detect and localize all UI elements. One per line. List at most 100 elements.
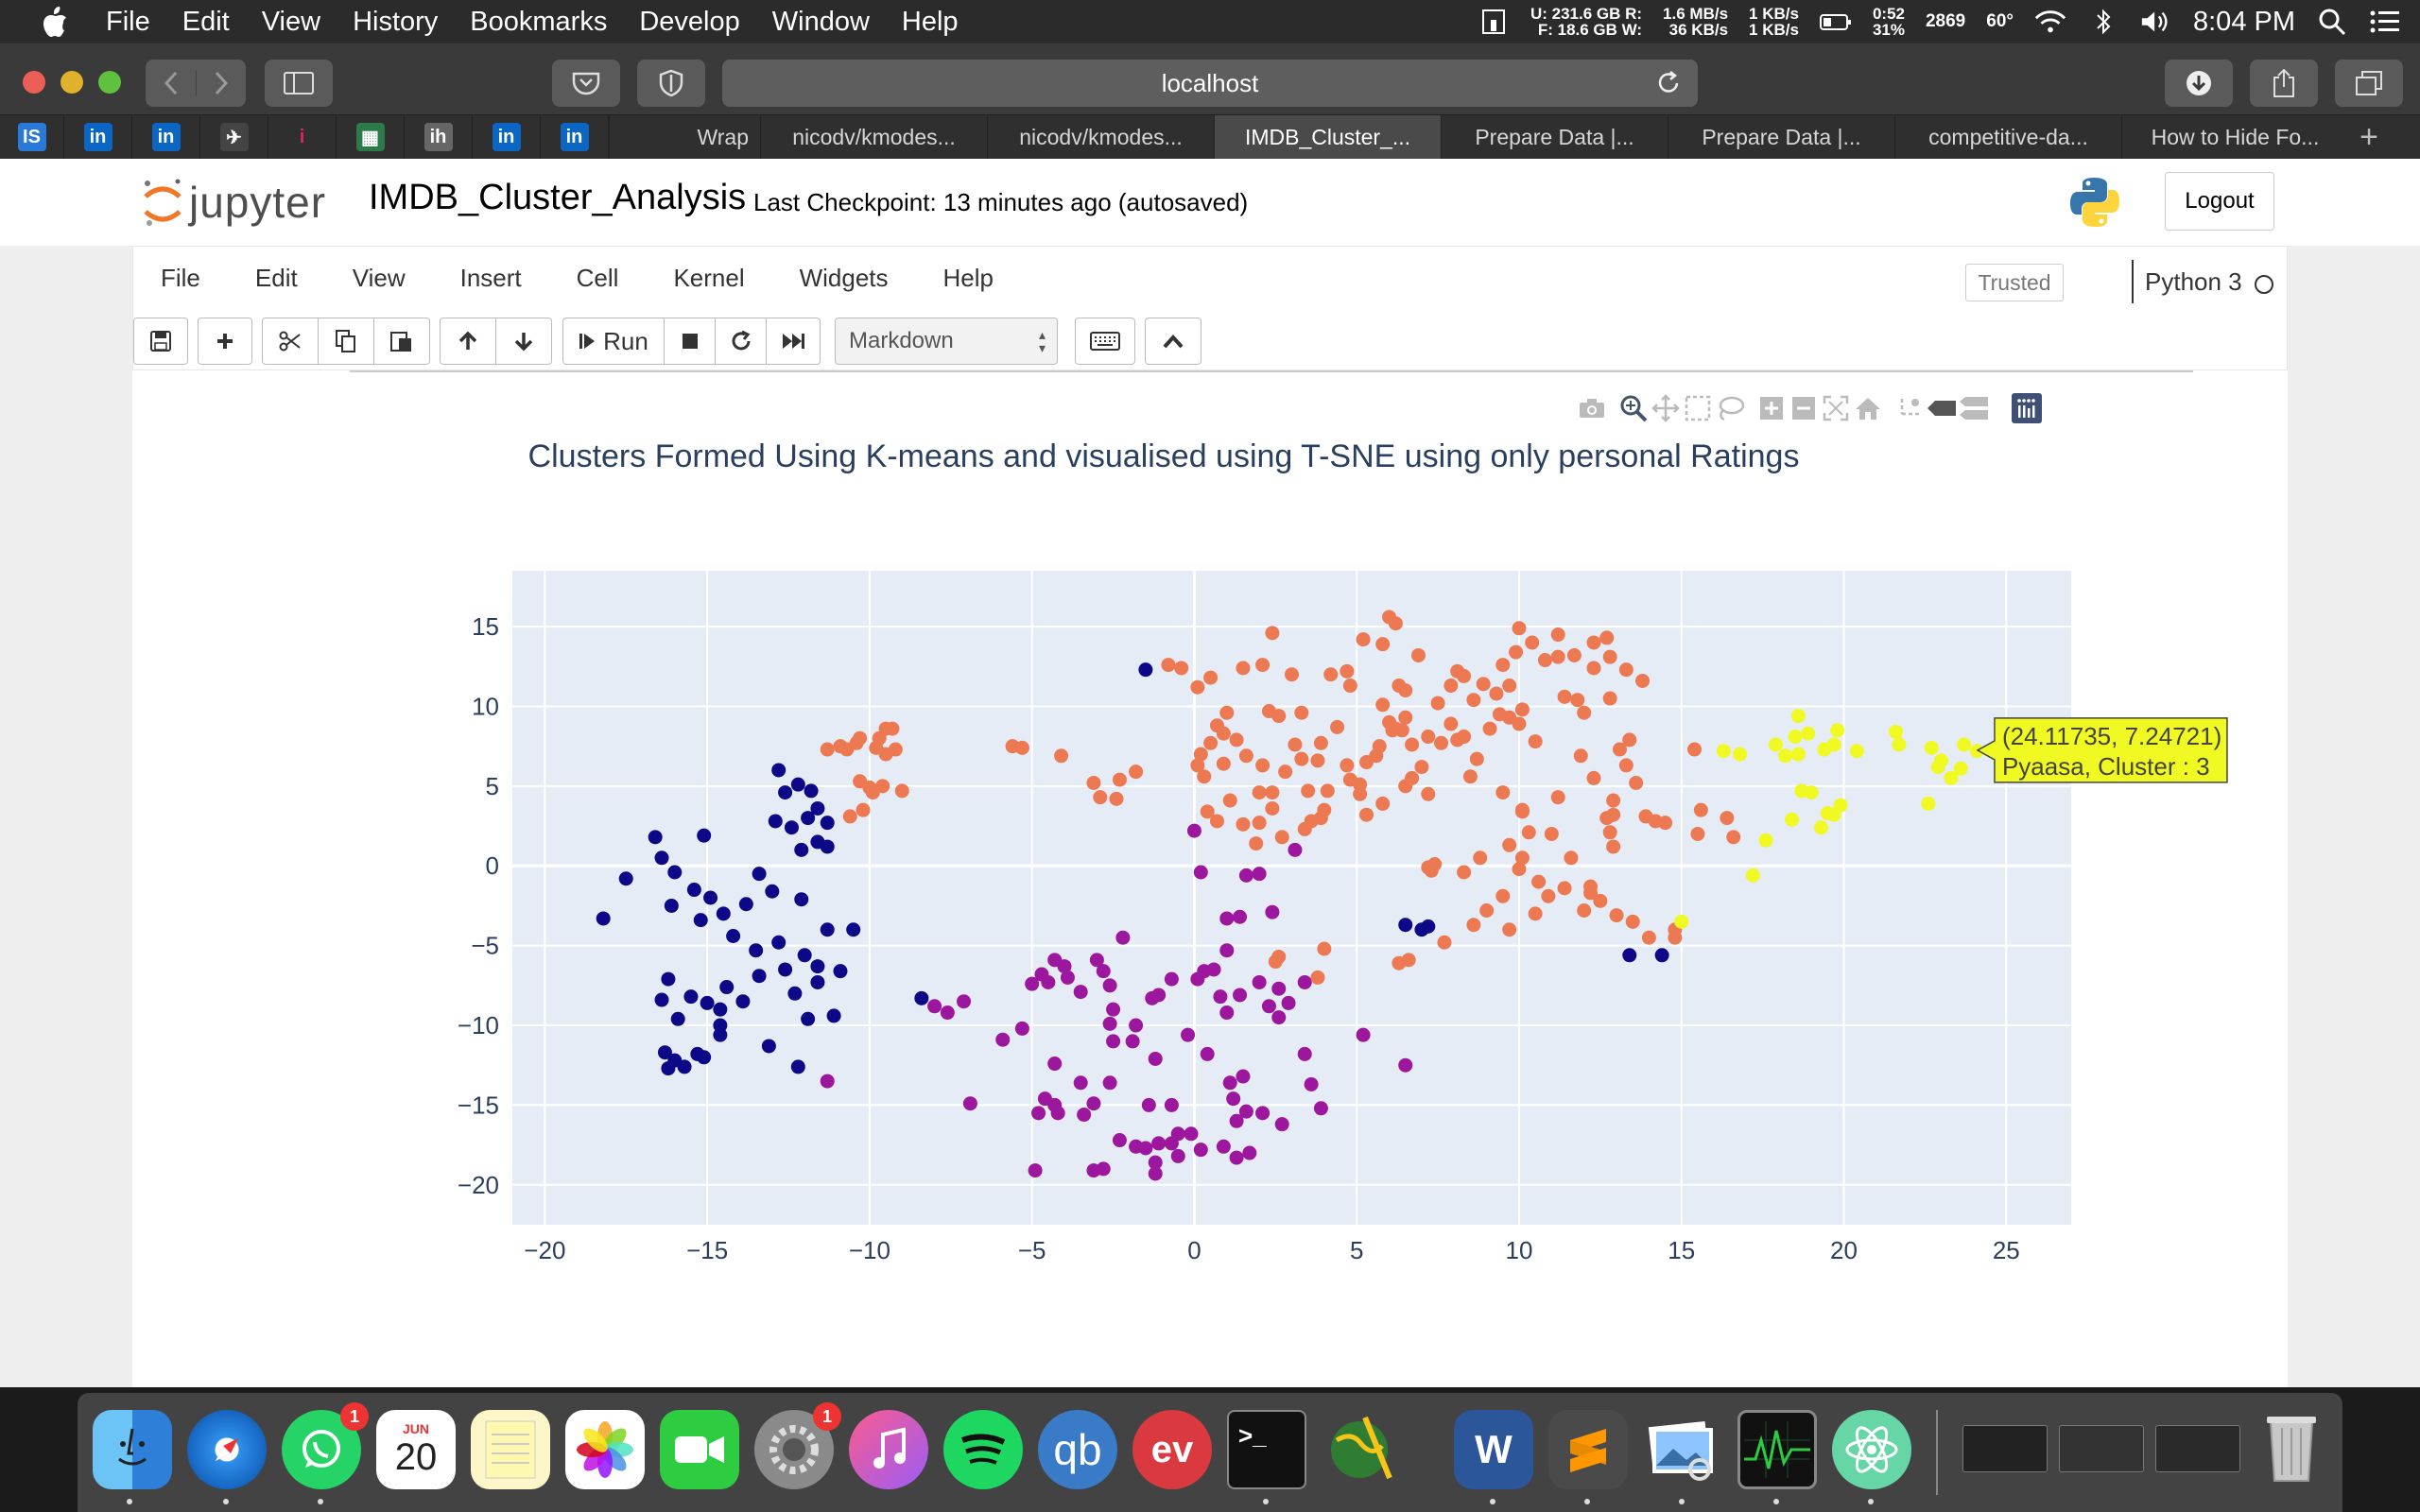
fan-speed[interactable]: 2869 <box>1925 11 1966 31</box>
dock-itunes[interactable] <box>849 1410 928 1489</box>
browser-tab[interactable]: competitive-da... <box>1894 115 2121 159</box>
dock-minimized-window[interactable] <box>2155 1425 2240 1472</box>
zoom-in-icon[interactable] <box>1754 391 1789 425</box>
privacy-shield-icon[interactable] <box>637 60 705 107</box>
nb-menu-cell[interactable]: Cell <box>576 263 619 292</box>
paste-button[interactable] <box>373 318 430 365</box>
menu-file[interactable]: File <box>106 6 150 37</box>
dock-atom[interactable] <box>1832 1410 1911 1489</box>
dock-safari[interactable] <box>187 1410 267 1489</box>
dock-photos[interactable] <box>565 1410 645 1489</box>
dock-sublime-text[interactable] <box>1548 1410 1628 1489</box>
minimize-window-button[interactable] <box>60 71 83 94</box>
wifi-icon[interactable] <box>2034 9 2066 35</box>
bookmark-favicon[interactable]: IS <box>0 115 64 159</box>
browser-tab[interactable]: Prepare Data |... <box>1441 115 1668 159</box>
reset-axes-home-icon[interactable] <box>1851 391 1885 425</box>
spotlight-search-icon[interactable] <box>2316 9 2348 36</box>
nb-menu-widgets[interactable]: Widgets <box>799 263 889 292</box>
dock-activity-monitor[interactable] <box>1737 1410 1817 1489</box>
bookmark-favicon[interactable]: ih <box>405 115 473 159</box>
dock-minimized-window[interactable] <box>1962 1425 2048 1472</box>
bluetooth-icon[interactable] <box>2087 9 2119 35</box>
autoscale-icon[interactable] <box>1819 391 1853 425</box>
new-tab-button[interactable]: + <box>2360 118 2378 155</box>
cell-type-select[interactable]: Markdown ▴ ▾ <box>835 318 1058 365</box>
dock-facetime[interactable] <box>660 1410 739 1489</box>
dock-spotify[interactable] <box>943 1410 1023 1489</box>
volume-icon[interactable] <box>2140 9 2172 35</box>
menu-develop[interactable]: Develop <box>639 6 740 37</box>
dock-notes[interactable] <box>471 1410 550 1489</box>
zoom-icon[interactable] <box>1616 391 1651 425</box>
insert-cell-button[interactable] <box>198 318 252 365</box>
reload-icon[interactable] <box>1654 69 1683 97</box>
network-stats-2[interactable]: 1 KB/s 1 KB/s <box>1749 6 1799 38</box>
dock-expressvpn[interactable]: ev <box>1132 1410 1212 1489</box>
back-arrow-icon[interactable] <box>147 71 196 95</box>
spike-lines-icon[interactable] <box>1893 391 1927 425</box>
scatter-plot[interactable]: Clusters Formed Using K-means and visual… <box>132 370 2288 1387</box>
dock-trash[interactable] <box>2252 1402 2331 1491</box>
nb-menu-view[interactable]: View <box>352 263 406 292</box>
camera-icon[interactable] <box>1575 391 1609 425</box>
dock-terminal[interactable]: >_ <box>1227 1410 1306 1489</box>
browser-tab[interactable]: Prepare Data |... <box>1668 115 1894 159</box>
browser-tab[interactable]: How to Hide Fo... <box>2121 115 2348 159</box>
command-palette-button[interactable] <box>1075 318 1135 365</box>
downloads-icon[interactable] <box>2165 60 2233 107</box>
bookmark-favicon[interactable]: ✈ <box>200 115 268 159</box>
nb-menu-help[interactable]: Help <box>942 263 994 292</box>
close-window-button[interactable] <box>23 71 45 94</box>
browser-tab[interactable]: nicodv/kmodes... <box>760 115 987 159</box>
plotly-logo-icon[interactable] <box>2010 391 2044 425</box>
menu-bookmarks[interactable]: Bookmarks <box>470 6 608 37</box>
nb-menu-insert[interactable]: Insert <box>459 263 522 292</box>
bookmark-favicon[interactable]: ▦ <box>337 115 405 159</box>
forward-arrow-icon[interactable] <box>196 71 245 95</box>
restart-run-all-button[interactable] <box>766 318 821 365</box>
battery-icon[interactable] <box>1819 9 1852 35</box>
disk-stats[interactable]: U: 231.6 GB R: F: 18.6 GB W: <box>1530 6 1642 38</box>
menu-help[interactable]: Help <box>901 6 959 37</box>
interrupt-kernel-button[interactable] <box>664 318 716 365</box>
browser-tab[interactable]: Wrap <box>609 115 760 159</box>
battery-stats[interactable]: 0:52 31% <box>1873 6 1905 38</box>
sidebar-toggle-icon[interactable] <box>265 60 333 107</box>
show-tabs-icon[interactable] <box>2335 60 2403 107</box>
bookmark-favicon[interactable]: in <box>473 115 541 159</box>
bookmark-favicon[interactable]: in <box>541 115 609 159</box>
dock-finder[interactable] <box>93 1410 172 1489</box>
bookmark-favicon[interactable]: in <box>64 115 132 159</box>
menu-history[interactable]: History <box>353 6 439 37</box>
save-button[interactable] <box>133 318 188 365</box>
dock-minimized-window[interactable] <box>2059 1425 2144 1472</box>
move-down-button[interactable] <box>495 318 552 365</box>
menu-window[interactable]: Window <box>771 6 870 37</box>
trusted-indicator[interactable]: Trusted <box>1965 264 2064 301</box>
zoom-window-button[interactable] <box>98 71 121 94</box>
dock-calendar[interactable]: JUN 20 <box>376 1410 456 1489</box>
toggle-header-button[interactable] <box>1145 318 1201 365</box>
apple-menu-icon[interactable] <box>36 3 74 41</box>
menu-view[interactable]: View <box>261 6 321 37</box>
dock-system-preferences[interactable]: 1 <box>754 1402 841 1489</box>
clock[interactable]: 8:04 PM <box>2193 6 2295 37</box>
dock-qbittorrent[interactable]: qb <box>1038 1410 1117 1489</box>
pan-icon[interactable] <box>1649 391 1683 425</box>
pocket-icon[interactable] <box>552 60 620 107</box>
dock-word[interactable]: W <box>1454 1410 1533 1489</box>
bookmark-favicon[interactable]: i <box>268 115 337 159</box>
address-bar[interactable]: localhost <box>722 60 1698 107</box>
network-stats[interactable]: 1.6 MB/s 36 KB/s <box>1663 6 1728 38</box>
hover-closest-icon[interactable] <box>1925 391 1959 425</box>
hover-compare-icon[interactable] <box>1957 391 1991 425</box>
share-icon[interactable] <box>2250 60 2318 107</box>
zoom-out-icon[interactable] <box>1787 391 1821 425</box>
box-select-icon[interactable] <box>1681 391 1715 425</box>
jupyter-logo[interactable]: jupyter <box>142 176 326 229</box>
lasso-select-icon[interactable] <box>1713 391 1747 425</box>
notification-center-icon[interactable] <box>2369 9 2401 35</box>
nb-menu-edit[interactable]: Edit <box>254 263 298 292</box>
logout-button[interactable]: Logout <box>2165 172 2274 231</box>
